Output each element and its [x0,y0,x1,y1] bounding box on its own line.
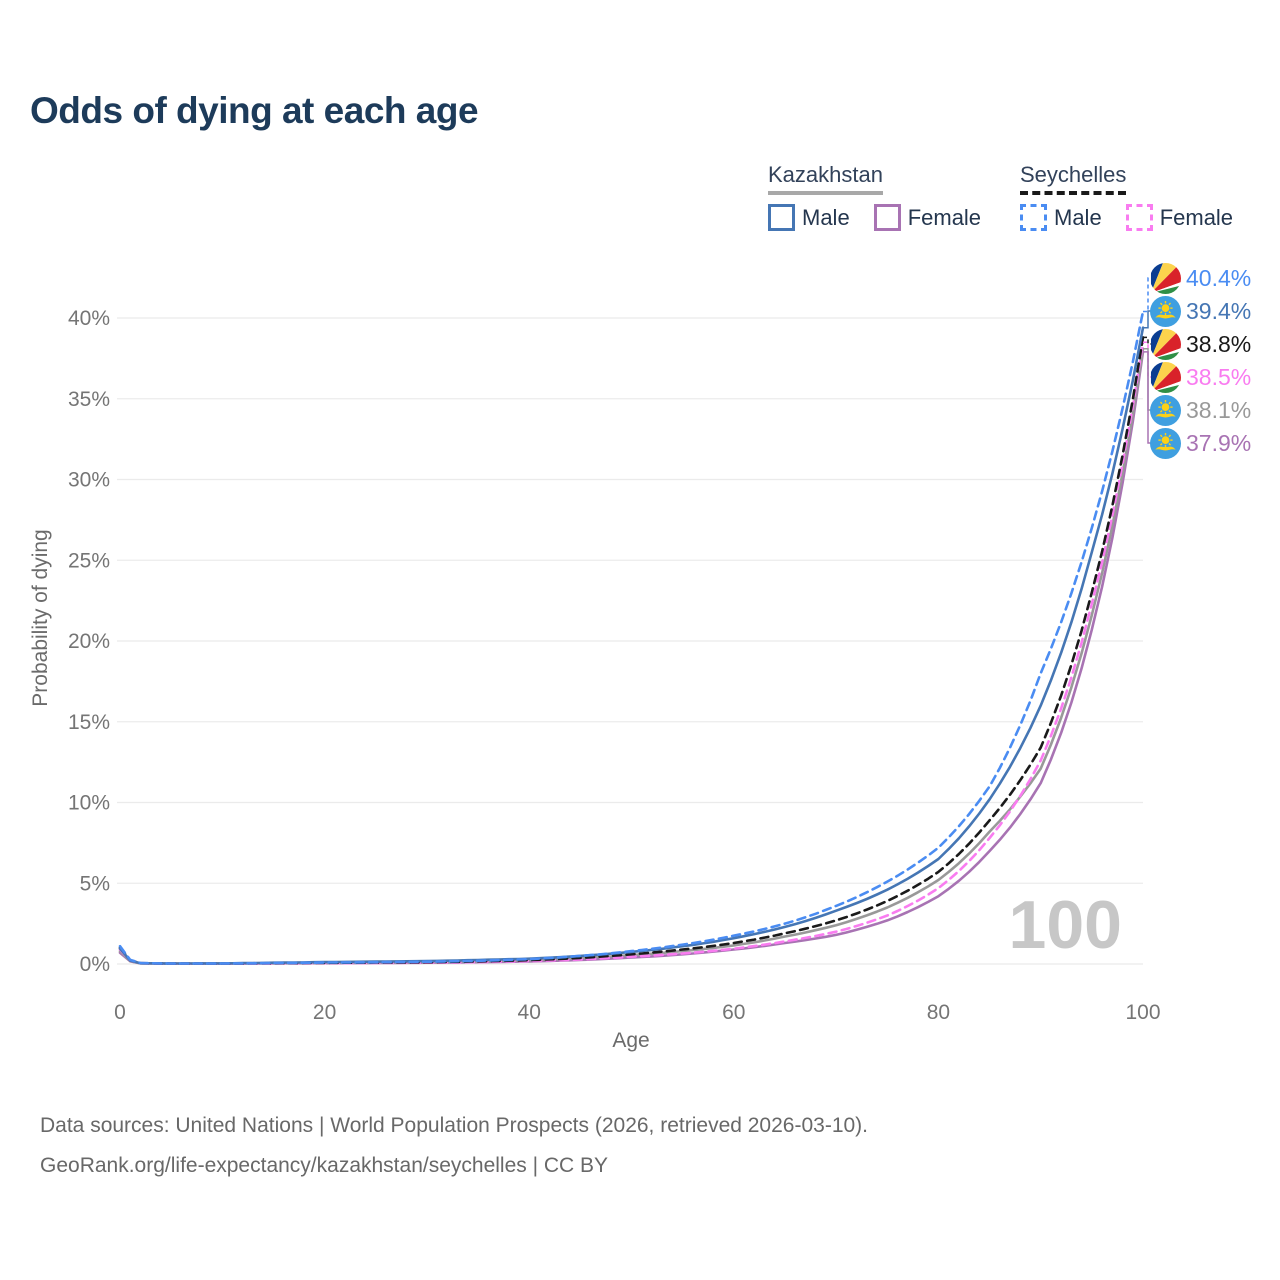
kazakhstan-flag-icon [1150,428,1181,459]
footer-attribution: GeoRank.org/life-expectancy/kazakhstan/s… [40,1154,609,1177]
end-label-row-kazakhstan-both-sexes: 38.1% [1150,394,1251,426]
legend-header-kazakhstan: Kazakhstan [768,162,883,195]
end-label-row-seychelles-both-sexes: 38.8% [1150,328,1251,360]
seychelles-flag-icon [1150,329,1181,360]
chart-title: Odds of dying at each age [30,90,479,131]
y-tick-label: 40% [68,307,110,330]
end-label-row-kazakhstan-male: 39.4% [1150,295,1251,327]
y-tick-label: 5% [80,872,110,895]
y-tick-label: 20% [68,630,110,653]
age-watermark: 100 [1009,887,1122,963]
series-line-seychelles-male [118,310,1145,965]
x-tick-label: 60 [722,1001,745,1024]
footer: Data sources: United Nations | World Pop… [40,1106,868,1186]
x-tick-label: 80 [927,1001,950,1024]
end-label-connector [1143,336,1152,345]
end-label-row-kazakhstan-female: 37.9% [1150,427,1251,459]
series-line-kazakhstan-both-sexes [118,347,1145,965]
seychelles-male-swatch-icon [1020,204,1047,231]
x-tick-label: 40 [518,1001,541,1024]
end-label-value: 38.8% [1186,330,1252,357]
footer-data-sources: Data sources: United Nations | World Pop… [40,1114,869,1137]
x-tick-label: 100 [1125,1001,1160,1024]
legend-group-seychelles: Seychelles Male Female [1020,162,1257,231]
end-label-row-seychelles-female: 38.5% [1150,361,1251,393]
kazakhstan-flag-icon [1150,395,1181,426]
kazakhstan-flag-icon [1150,296,1181,327]
legend-items-kazakhstan: Male Female [768,204,1005,231]
legend-group-kazakhstan: Kazakhstan Male Female [768,162,1005,231]
kazakhstan-male-swatch-icon [768,204,795,231]
y-tick-label: 25% [68,549,110,572]
y-tick-label: 10% [68,792,110,815]
series-line-seychelles-both-sexes [118,336,1145,965]
legend-item-seychelles-male: Male [1020,204,1102,231]
end-label-value: 40.4% [1186,264,1252,291]
legend-item-kazakhstan-male: Male [768,204,850,231]
series-line-seychelles-female [118,340,1145,965]
y-axis-title: Probability of dying [29,529,52,706]
legend-item-kazakhstan-female: Female [873,204,982,231]
legend-item-seychelles-female: Female [1125,204,1234,231]
end-label-row-seychelles-male: 40.4% [1150,262,1251,294]
legend-label-seychelles-male: Male [1054,204,1102,230]
legend-label-kazakhstan-male: Male [802,204,850,230]
legend-label-kazakhstan-female: Female [907,204,982,230]
end-label-value: 38.5% [1186,363,1252,390]
seychelles-female-swatch-icon [1125,204,1153,231]
kazakhstan-female-swatch-icon [873,204,901,231]
end-label-value: 39.4% [1186,297,1252,324]
y-tick-label: 0% [80,953,110,976]
x-tick-label: 20 [313,1001,336,1024]
y-tick-label: 35% [68,388,110,411]
legend-label-seychelles-female: Female [1159,204,1234,230]
end-label-value: 38.1% [1186,396,1252,423]
seychelles-flag-icon [1150,263,1181,294]
seychelles-flag-icon [1150,362,1181,393]
end-label-value: 37.9% [1186,429,1252,456]
x-axis-title: Age [612,1029,649,1052]
y-tick-label: 15% [68,711,110,734]
end-label-connector [1143,277,1152,313]
x-tick-label: 0 [114,1001,126,1024]
y-tick-label: 30% [68,469,110,492]
legend-header-seychelles: Seychelles [1020,162,1127,195]
series-line-kazakhstan-male [118,326,1145,965]
legend-items-seychelles: Male Female [1020,204,1257,231]
series-line-kazakhstan-female [118,350,1145,965]
